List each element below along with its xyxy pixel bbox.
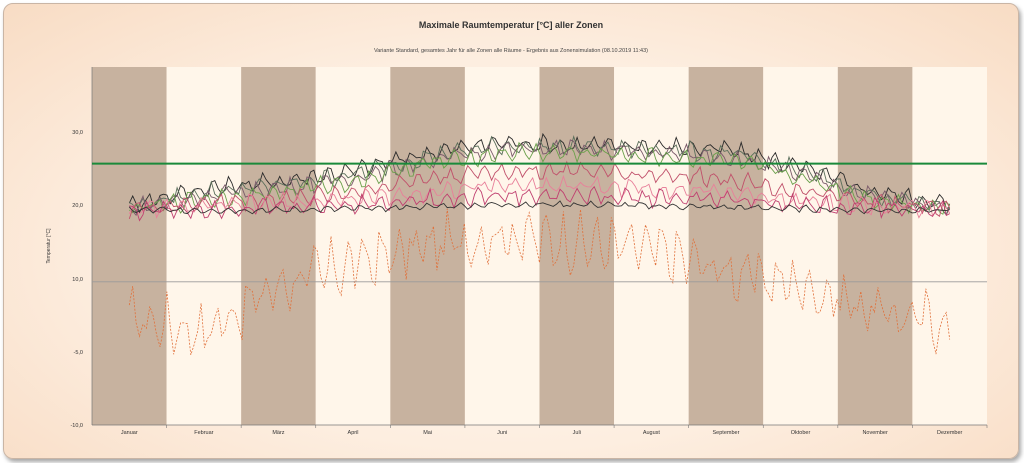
month-band xyxy=(315,67,391,425)
x-tick-label: März xyxy=(272,430,284,436)
x-tick-label: September xyxy=(713,430,740,436)
series-line xyxy=(129,135,951,216)
x-tick-label: Februar xyxy=(194,430,213,436)
x-tick-label: Januar xyxy=(121,430,138,436)
x-tick-label: November xyxy=(862,430,888,436)
series-line xyxy=(129,141,951,215)
y-axis-label: Temperatur [°C] xyxy=(46,228,52,264)
x-tick-label: Dezember xyxy=(937,430,963,436)
series-line xyxy=(128,174,951,219)
month-band xyxy=(763,67,838,425)
chart-subtitle: Variante Standard, gesamtes Jahr für all… xyxy=(373,48,649,54)
month-band xyxy=(539,67,615,425)
y-tick-label: -5,0 xyxy=(74,350,83,356)
month-band xyxy=(837,67,913,425)
month-band xyxy=(390,67,465,425)
x-tick-label: Juni xyxy=(497,430,507,436)
y-tick-label: 10,0 xyxy=(72,277,83,283)
series-line xyxy=(129,185,950,222)
chart-title: Maximale Raumtemperatur [°C] aller Zonen xyxy=(418,20,604,30)
series-line xyxy=(128,132,950,214)
month-band xyxy=(614,67,689,425)
y-tick-label: 30,0 xyxy=(72,130,83,136)
x-tick-label: August xyxy=(643,430,661,436)
month-band xyxy=(241,67,316,425)
series-line xyxy=(128,160,951,220)
month-band xyxy=(166,67,242,425)
y-tick-label: -10,0 xyxy=(70,423,83,429)
x-tick-label: Oktober xyxy=(791,430,811,436)
month-band xyxy=(92,67,167,425)
y-tick-label: 20,0 xyxy=(72,203,83,209)
month-band xyxy=(688,67,764,425)
series-line xyxy=(128,200,950,215)
series-line xyxy=(128,208,951,356)
month-band xyxy=(912,67,987,425)
month-band xyxy=(464,67,540,425)
x-tick-label: Juli xyxy=(573,430,581,436)
x-tick-label: April xyxy=(348,430,359,436)
x-tick-label: Mai xyxy=(423,430,432,436)
